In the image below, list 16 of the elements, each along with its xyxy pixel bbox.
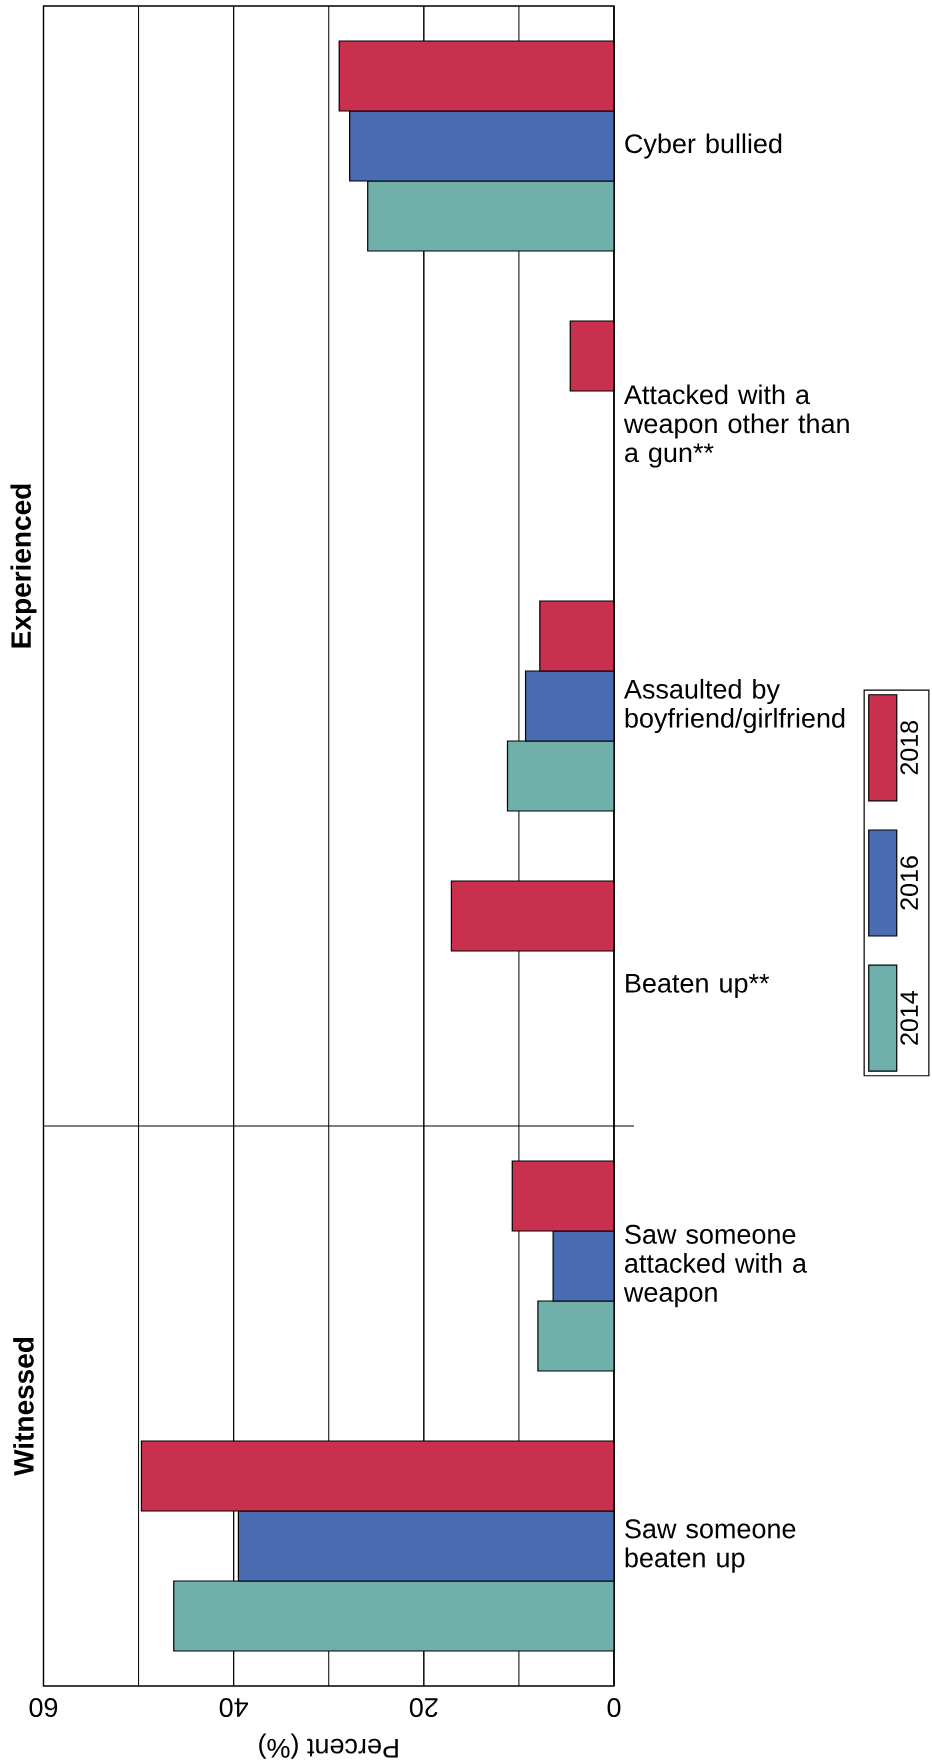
text: 2018 xyxy=(900,721,919,775)
y-tick-label: Attacked with a weapon other than a gun** xyxy=(623,384,849,468)
y-tick-label: Saw someone beaten up xyxy=(625,1519,796,1573)
x-tick-label: 60 xyxy=(29,1697,58,1718)
text: Experienced xyxy=(10,484,37,648)
text: 2016 xyxy=(900,856,919,910)
text: Witnessed xyxy=(13,1337,34,1476)
x-tick-label: 20 xyxy=(409,1697,438,1718)
y-tick-label: Saw someone attacked with a weapon xyxy=(623,1224,807,1308)
y-tick-label: Cyber bullied xyxy=(625,133,782,159)
x-axis-title: Percent (%) xyxy=(259,1733,398,1759)
y-tick-label: Assaulted by boyfriend/girlfriend xyxy=(623,678,845,734)
x-tick-label: 0 xyxy=(607,1697,621,1718)
y-tick-label: Beaten up** xyxy=(626,973,770,999)
x-tick-label: 40 xyxy=(219,1697,249,1718)
text: 2014 xyxy=(900,991,919,1045)
